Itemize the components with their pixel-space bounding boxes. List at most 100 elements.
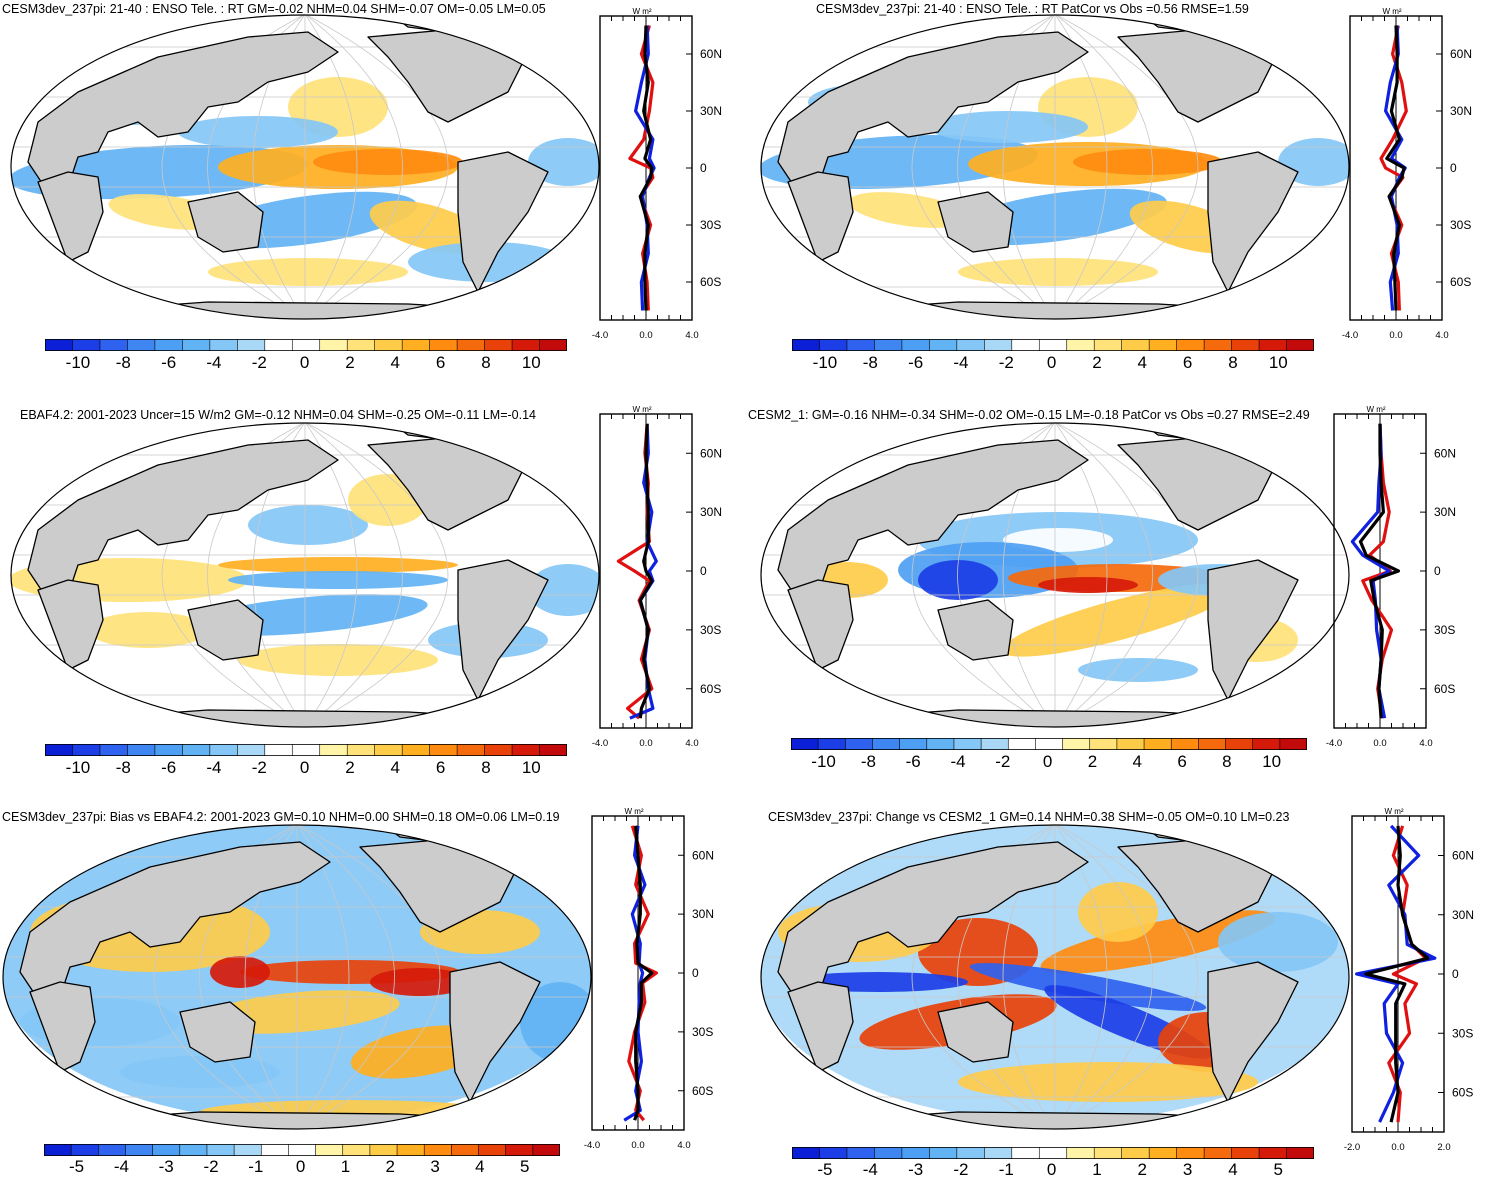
profile-x-tick-label: 4.0 xyxy=(685,738,698,749)
colorbar-swatch xyxy=(182,744,211,756)
africa-land xyxy=(37,171,104,263)
colorbar-swatch xyxy=(1038,339,1068,351)
colorbar-swatch xyxy=(264,339,293,351)
profile-x-tick-label: -4.0 xyxy=(584,1140,600,1151)
south-america-land xyxy=(1207,961,1299,1103)
graticule-line xyxy=(304,423,449,727)
colorbar-swatch xyxy=(342,1144,371,1156)
colorbar-frame xyxy=(791,738,1307,750)
colorbar-swatch xyxy=(1011,1147,1040,1159)
anomaly-region xyxy=(1278,138,1349,186)
map-field xyxy=(11,15,599,319)
graticule-line xyxy=(1054,825,1153,1129)
colorbar-frame xyxy=(45,744,567,756)
australia-land xyxy=(187,191,264,253)
colorbar-swatch xyxy=(819,1147,848,1159)
colorbar-label: -1 xyxy=(998,1160,1014,1179)
colorbar-swatch xyxy=(1066,339,1095,351)
colorbar-label: 8 xyxy=(481,353,491,372)
anomaly-region xyxy=(313,149,463,175)
colorbar-swatch xyxy=(319,339,348,351)
colorbar-label: 6 xyxy=(435,758,446,777)
colorbar-swatch xyxy=(1203,1147,1233,1159)
eurasia-land xyxy=(27,439,339,601)
anomaly-region xyxy=(238,644,438,676)
graticule-line xyxy=(1054,423,1199,727)
anomaly-region xyxy=(88,612,208,648)
colorbar-label: 10 xyxy=(521,758,541,777)
colorbar-label: -8 xyxy=(115,758,131,777)
colorbar-swatch xyxy=(1225,738,1254,750)
zonal-mean-profile: W m² 60N 30N 0 30S 60S -4.0 0.0 4.0 xyxy=(1342,7,1472,341)
colorbar-label: 8 xyxy=(1222,752,1232,771)
colorbar-swatch xyxy=(539,744,567,756)
anomaly-region xyxy=(1073,149,1223,175)
profile-series-obs xyxy=(633,25,656,311)
zonal-mean-profile: W m² 60N 30N 0 30S 60S -4.0 0.0 4.0 xyxy=(592,7,722,341)
colorbar-label: 0 xyxy=(299,758,310,777)
profile-lat-label: 60S xyxy=(1450,275,1471,289)
colorbar-swatch xyxy=(70,1144,100,1156)
profile-series-mean xyxy=(1385,25,1406,311)
colorbar-swatch xyxy=(125,1144,154,1156)
colorbar-swatch xyxy=(956,1147,986,1159)
anomaly-region xyxy=(218,557,458,573)
colorbar-label: 10 xyxy=(1268,353,1288,372)
colorbar-swatch xyxy=(288,1144,317,1156)
colorbar-swatch xyxy=(319,744,348,756)
graticule-line xyxy=(304,15,449,319)
colorbar-label: -2 xyxy=(203,1157,219,1176)
colorbar-swatch xyxy=(1143,738,1172,750)
profile-x-tick-label: -2.0 xyxy=(1344,1142,1360,1153)
profile-series-mean xyxy=(1358,423,1401,719)
colorbar-label: -3 xyxy=(158,1157,174,1176)
colorbar-label: 8 xyxy=(1228,353,1238,372)
colorbar-swatch xyxy=(532,1144,560,1156)
colorbar-label: -10 xyxy=(65,758,91,777)
graticule-line xyxy=(1054,15,1153,319)
map-outline xyxy=(760,14,1350,320)
world-map xyxy=(760,422,1350,728)
colorbar-swatch xyxy=(539,339,567,351)
africa-land xyxy=(787,579,854,671)
colorbar-label: 0 xyxy=(299,353,310,372)
colorbar-label: -5 xyxy=(817,1160,833,1179)
colorbar-swatch xyxy=(484,744,513,756)
colorbar-swatch xyxy=(182,339,211,351)
australia-land xyxy=(937,599,1014,661)
profile-x-tick-label: 0.0 xyxy=(631,1140,644,1151)
colorbar-label: -10 xyxy=(65,353,91,372)
colorbar-swatch xyxy=(72,339,101,351)
colorbar-frame xyxy=(792,339,1314,351)
colorbar-swatch xyxy=(1198,738,1227,750)
colorbar-swatch xyxy=(1116,738,1145,750)
colorbar-swatch xyxy=(99,339,129,351)
anomaly-region xyxy=(369,200,487,254)
profile-lat-label: 30S xyxy=(700,623,721,637)
colorbar-swatch xyxy=(369,1144,398,1156)
south-america-land xyxy=(1207,559,1299,701)
colorbar-swatch xyxy=(456,339,486,351)
colorbar-label: -3 xyxy=(908,1160,924,1179)
panel-2: CESM3dev_237pi: 21-40 : ENSO Tele. : RT … xyxy=(746,0,1492,390)
colorbar-swatch xyxy=(451,1144,480,1156)
colorbar-label: -8 xyxy=(862,353,878,372)
colorbar-swatch xyxy=(874,1147,903,1159)
colorbar-label: -4 xyxy=(953,353,969,372)
colorbar-swatch xyxy=(1093,1147,1123,1159)
profile-x-tick-label: 4.0 xyxy=(1419,738,1432,749)
profile-lat-label: 0 xyxy=(1450,161,1457,175)
profile-lat-label: 30S xyxy=(1450,218,1471,232)
map-field xyxy=(761,15,1349,319)
colorbar-swatch xyxy=(874,339,903,351)
colorbar-swatch xyxy=(127,339,156,351)
world-map xyxy=(760,14,1350,320)
colorbar-swatch xyxy=(209,744,239,756)
colorbar-swatch xyxy=(429,744,458,756)
profile-lat-label: 0 xyxy=(700,161,707,175)
colorbar-frame xyxy=(44,1144,560,1156)
colorbar-swatch xyxy=(429,339,458,351)
profile-lat-label: 60S xyxy=(700,682,721,696)
profile-lat-label: 60S xyxy=(1434,682,1455,696)
colorbar-label: 6 xyxy=(435,353,446,372)
